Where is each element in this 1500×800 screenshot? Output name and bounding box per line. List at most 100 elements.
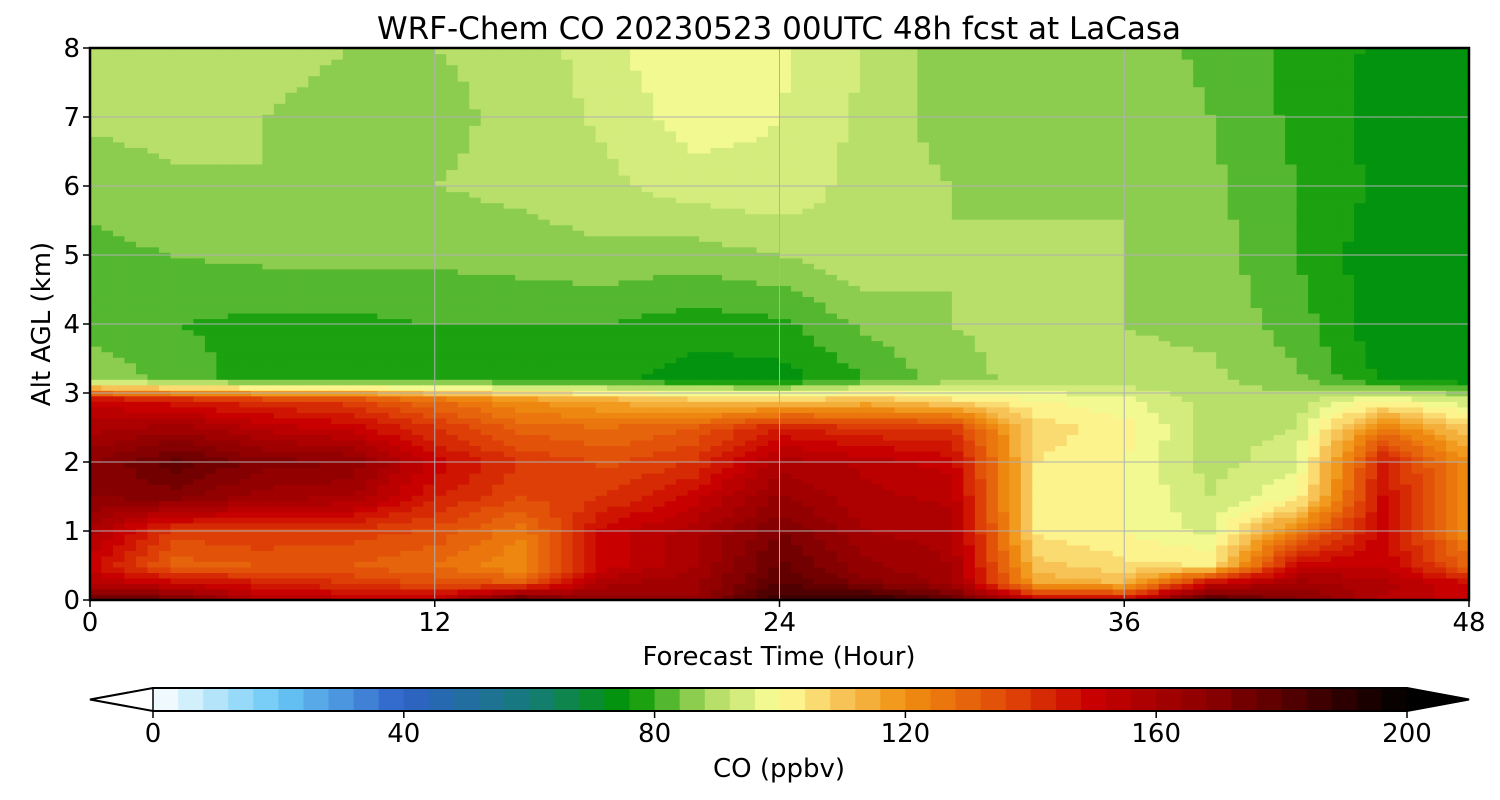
field-cell bbox=[181, 263, 195, 270]
field-cell bbox=[296, 147, 309, 154]
field-cell bbox=[526, 197, 539, 204]
field-cell bbox=[400, 395, 413, 402]
field-cell bbox=[561, 125, 574, 132]
field-cell bbox=[296, 357, 309, 364]
field-cell bbox=[158, 473, 172, 480]
field-cell bbox=[296, 335, 309, 342]
field-cell bbox=[480, 417, 493, 424]
field-cell bbox=[377, 340, 390, 347]
field-cell bbox=[607, 81, 620, 88]
field-cell bbox=[618, 506, 631, 513]
field-cell bbox=[423, 147, 436, 154]
field-cell bbox=[239, 213, 252, 220]
field-cell bbox=[147, 478, 160, 485]
field-cell bbox=[319, 439, 332, 447]
field-cell bbox=[411, 406, 424, 413]
field-cell bbox=[147, 274, 160, 281]
field-cell bbox=[193, 307, 206, 314]
field-cell bbox=[538, 163, 551, 171]
field-cell bbox=[158, 368, 172, 375]
field-cell bbox=[515, 141, 528, 148]
field-cell bbox=[135, 517, 149, 524]
field-cell bbox=[285, 450, 298, 458]
field-cell bbox=[377, 379, 390, 386]
field-cell bbox=[158, 362, 172, 369]
field-cell bbox=[365, 506, 378, 513]
field-cell bbox=[124, 357, 137, 364]
field-cell bbox=[204, 180, 218, 187]
field-cell bbox=[630, 147, 643, 154]
field-cell bbox=[584, 64, 597, 71]
field-cell bbox=[365, 362, 378, 369]
field-cell bbox=[147, 379, 160, 386]
field-cell bbox=[124, 533, 137, 540]
field-cell bbox=[653, 583, 666, 590]
field-cell bbox=[446, 158, 459, 165]
field-cell bbox=[158, 583, 172, 590]
field-cell bbox=[572, 594, 585, 600]
field-cell bbox=[250, 318, 263, 325]
field-cell bbox=[158, 158, 172, 165]
field-cell bbox=[503, 268, 516, 275]
field-cell bbox=[526, 130, 539, 137]
field-cell bbox=[158, 208, 172, 215]
field-cell bbox=[457, 64, 470, 71]
field-cell bbox=[377, 186, 390, 193]
field-cell bbox=[388, 379, 401, 386]
field-cell bbox=[354, 555, 367, 562]
field-cell bbox=[90, 346, 103, 353]
field-cell bbox=[365, 186, 378, 193]
field-cell bbox=[90, 241, 103, 248]
field-cell bbox=[354, 318, 367, 325]
field-cell bbox=[308, 141, 321, 148]
field-cell bbox=[526, 594, 539, 600]
field-cell bbox=[204, 445, 218, 452]
field-cell bbox=[319, 59, 332, 66]
field-cell bbox=[595, 401, 608, 408]
field-cell bbox=[457, 246, 470, 253]
field-cell bbox=[147, 335, 160, 342]
field-cell bbox=[319, 86, 332, 93]
field-cell bbox=[204, 141, 218, 148]
field-cell bbox=[549, 428, 562, 435]
field-cell bbox=[227, 279, 240, 286]
field-cell bbox=[273, 384, 286, 391]
field-cell bbox=[526, 208, 539, 215]
field-cell bbox=[319, 495, 332, 502]
field-cell bbox=[630, 97, 643, 104]
field-cell bbox=[216, 594, 229, 600]
field-cell bbox=[273, 473, 286, 480]
field-cell bbox=[377, 434, 390, 441]
field-cell bbox=[492, 412, 505, 419]
field-cell bbox=[227, 368, 240, 375]
field-cell bbox=[135, 307, 149, 314]
field-cell bbox=[285, 594, 298, 600]
field-cell bbox=[354, 489, 367, 496]
field-cell bbox=[112, 566, 126, 573]
field-cell bbox=[411, 412, 424, 419]
field-cell bbox=[561, 285, 574, 292]
field-cell bbox=[607, 290, 620, 297]
field-cell bbox=[549, 555, 562, 562]
field-cell bbox=[653, 186, 666, 193]
field-cell bbox=[641, 368, 654, 375]
field-cell bbox=[549, 417, 562, 424]
field-cell bbox=[434, 428, 447, 435]
field-cell bbox=[319, 572, 332, 579]
field-cell bbox=[181, 158, 195, 165]
field-cell bbox=[204, 401, 218, 408]
field-cell bbox=[147, 268, 160, 275]
field-cell bbox=[170, 290, 183, 297]
field-cell bbox=[181, 241, 195, 248]
field-cell bbox=[319, 500, 332, 507]
field-cell bbox=[503, 506, 516, 513]
field-cell bbox=[239, 158, 252, 165]
field-cell bbox=[342, 434, 355, 441]
field-cell bbox=[388, 412, 401, 419]
field-cell bbox=[365, 544, 378, 551]
field-cell bbox=[365, 169, 378, 176]
field-cell bbox=[618, 81, 631, 88]
field-cell bbox=[492, 97, 505, 104]
field-cell bbox=[90, 219, 103, 226]
field-cell bbox=[216, 312, 229, 320]
